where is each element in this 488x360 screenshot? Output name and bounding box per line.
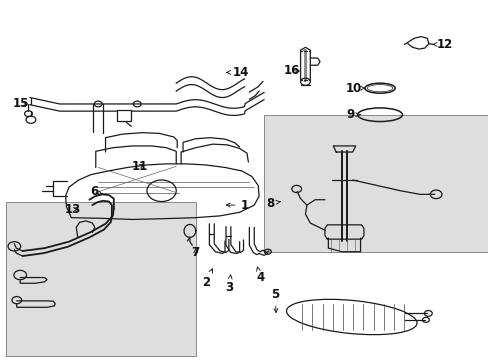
Text: 13: 13 xyxy=(64,203,81,216)
Text: 3: 3 xyxy=(224,275,232,294)
Text: 12: 12 xyxy=(432,38,451,51)
Text: 10: 10 xyxy=(345,82,364,95)
Text: 11: 11 xyxy=(131,160,147,173)
Text: 16: 16 xyxy=(284,64,300,77)
Text: 2: 2 xyxy=(202,269,212,289)
Text: 14: 14 xyxy=(226,66,248,79)
Text: 8: 8 xyxy=(265,197,280,210)
Text: 5: 5 xyxy=(270,288,279,312)
Text: 15: 15 xyxy=(13,98,29,111)
Bar xyxy=(264,116,488,252)
Text: 4: 4 xyxy=(255,267,264,284)
Bar xyxy=(5,202,195,356)
Text: 9: 9 xyxy=(346,108,359,121)
Text: 1: 1 xyxy=(226,199,248,212)
Text: 6: 6 xyxy=(90,185,102,198)
Bar xyxy=(117,110,131,121)
Text: 7: 7 xyxy=(191,246,200,259)
